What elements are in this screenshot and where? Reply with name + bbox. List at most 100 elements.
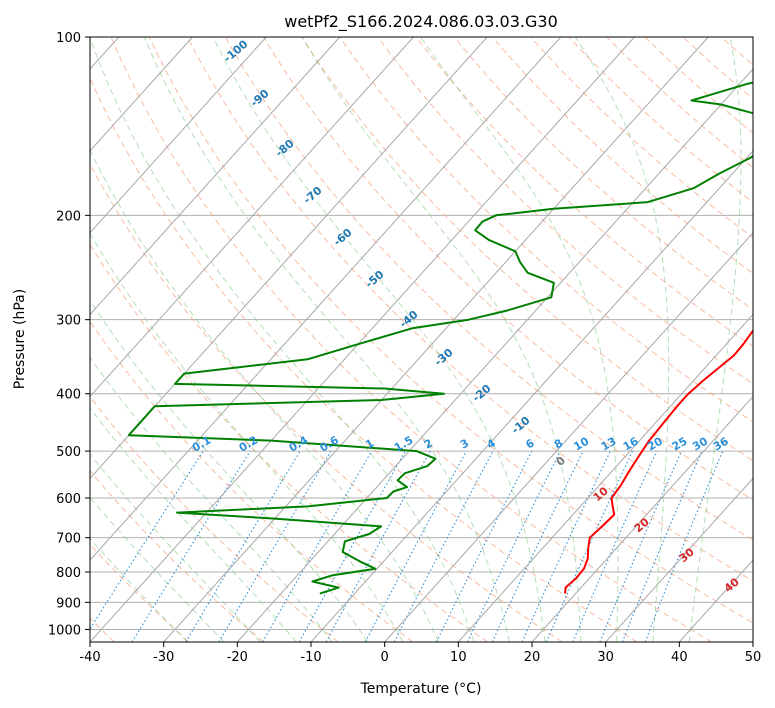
y-tick-label: 900: [56, 596, 81, 611]
dry-adiabat: [377, 37, 753, 385]
mixing-ratio-line: [599, 450, 682, 642]
mixing-ratio-line: [185, 450, 301, 642]
x-tick-label: -30: [153, 650, 174, 665]
dry-adiabat: [453, 37, 753, 311]
dry-adiabat: [682, 37, 753, 100]
y-tick-label: 800: [56, 566, 81, 581]
skewed-isotherms: [90, 37, 753, 642]
moist-adiabat: [90, 148, 440, 642]
adiabat-lines: [90, 37, 775, 642]
y-tick-label: 500: [56, 445, 81, 460]
isotherm--70: [90, 37, 414, 398]
temperature-line: [564, 328, 753, 594]
isotherm-10: [457, 313, 753, 642]
dry-adiabat: [90, 320, 414, 642]
mixing-ratio-line: [90, 450, 204, 631]
mixing-ratio-label: 2: [422, 437, 435, 452]
plot-frame: [89, 36, 754, 643]
y-tick-label: 700: [56, 532, 81, 547]
mixing-ratio-line: [131, 450, 251, 642]
moist-adiabat: [574, 37, 670, 642]
x-tick-label: 40: [671, 650, 688, 665]
dry-adiabat: [606, 37, 753, 169]
x-tick-label: 50: [745, 650, 762, 665]
mixing-ratio-line: [572, 450, 658, 642]
dry-adiabat: [224, 37, 753, 541]
sounding-series: [127, 81, 753, 595]
moist-adiabat: [143, 37, 510, 642]
moist-adiabat: [212, 37, 546, 642]
y-axis-ticks: 100 200 300 400 500 600 700 800 900 1000: [48, 31, 90, 638]
moist-adiabat: [90, 537, 188, 642]
mixing-ratio-label: 1: [363, 437, 376, 452]
isotherm-label: -70: [301, 184, 325, 207]
isotherm-label: -80: [273, 137, 297, 160]
isotherm--20: [236, 68, 753, 642]
dry-adiabat: [90, 470, 264, 642]
isotherm-label: -100: [221, 37, 251, 65]
isotherm-30: [605, 477, 753, 642]
y-tick-label: 200: [56, 209, 81, 224]
dry-adiabat: [644, 37, 753, 134]
dry-adiabat: [90, 243, 488, 642]
isotherm--10: [310, 150, 753, 642]
mixing-ratio-label: 4: [485, 436, 498, 451]
mixing-ratio-label: 6: [523, 436, 536, 451]
isotherm-40: [678, 559, 753, 642]
isotherm--90: [90, 37, 267, 234]
x-tick-label: 30: [597, 650, 614, 665]
moist-adiabat: [301, 37, 582, 642]
mixing-ratio-line: [298, 450, 406, 642]
moist-adiabat: [90, 407, 297, 642]
dry-adiabat: [263, 37, 753, 501]
dry-adiabat: [720, 37, 753, 66]
mixing-ratio-line: [364, 450, 467, 642]
y-tick-label: 100: [56, 31, 81, 46]
y-tick-label: 300: [56, 314, 81, 329]
x-axis-label: Temperature (°C): [360, 681, 482, 697]
moist-adiabat: [90, 453, 261, 642]
x-tick-label: 10: [450, 650, 467, 665]
dry-adiabat: [186, 37, 753, 582]
dry-adiabat: [90, 76, 638, 642]
moist-adiabat: [90, 299, 369, 642]
dry-adiabat: [491, 37, 753, 274]
dry-adiabat: [568, 37, 753, 203]
dry-adiabat: [110, 37, 712, 642]
dry-adiabat: [759, 37, 775, 642]
x-tick-label: -10: [300, 650, 321, 665]
line-labels: 0.1 0.2 0.4 0.6 1 1.5 2 3 4 6 8 10 13 16 20 25 30 36-100-…: [190, 37, 742, 595]
chart-title: wetPf2_S166.2024.086.03.03.G30: [284, 12, 558, 32]
isotherm-50: [752, 641, 753, 642]
moist-adiabat: [90, 356, 333, 642]
mixing-ratio-label: 3: [458, 437, 471, 452]
grid: [90, 37, 753, 630]
dry-adiabat: [530, 37, 753, 239]
y-tick-label: 400: [56, 388, 81, 403]
moist-adiabat: [90, 232, 404, 642]
dry-adiabat: [90, 162, 563, 642]
x-tick-label: -40: [79, 650, 100, 665]
mixing-ratio-line: [621, 450, 703, 642]
x-tick-label: 20: [524, 650, 541, 665]
mixing-ratio-lines: [90, 450, 724, 642]
isotherm--100: [90, 37, 193, 152]
moist-adiabat: [688, 37, 742, 642]
isotherm--60: [90, 37, 488, 480]
dry-adiabat: [90, 543, 190, 642]
mixing-ratio-line: [467, 450, 561, 642]
x-tick-label: -20: [227, 650, 248, 665]
y-tick-label: 1000: [48, 623, 81, 638]
x-tick-label: 0: [381, 650, 389, 665]
isotherm-label: 20: [632, 515, 652, 535]
dry-adiabat: [90, 395, 339, 642]
isotherm-label: -30: [432, 346, 456, 369]
isotherm--40: [90, 37, 635, 642]
isotherm--80: [90, 37, 341, 316]
moist-adiabat: [420, 37, 619, 642]
isotherm-label: 30: [677, 545, 697, 565]
dry-adiabat: [148, 37, 753, 624]
mixing-ratio-line: [644, 450, 724, 642]
dry-adiabat: [339, 37, 753, 423]
